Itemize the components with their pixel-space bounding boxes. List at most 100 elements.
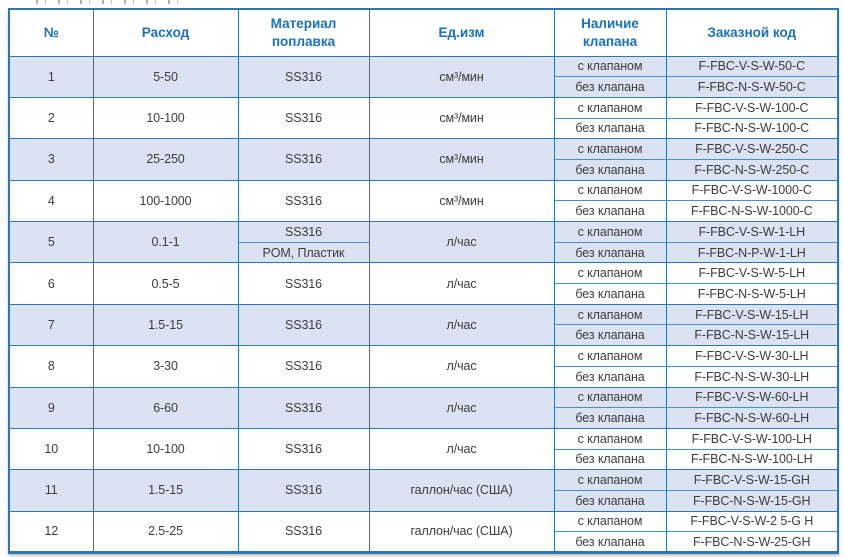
valve-with-cell: с клапаном (553, 510, 667, 533)
order-code-cell: F-FBC-N-S-W-5-LH (665, 283, 839, 305)
table-row-with-valve: 2 10-100 SS316 см³/мин с клапаном F-FBC-V-S-W… (8, 96, 839, 140)
order-code-cell: F-FBC-N-S-W-1000-C (665, 200, 839, 222)
float-material-cell: SS316 (237, 179, 370, 223)
unit-cell: см³/мин (368, 138, 555, 181)
valve-without-cell: без клапана (553, 448, 667, 471)
table-row-with-valve: 10 10-100 SS316 л/час с клапаном F-FBC-V-S-W-… (8, 427, 839, 471)
unit-cell: л/час (368, 262, 555, 305)
row-number-cell: 4 (8, 179, 94, 223)
flowmeter-order-code-table: № Расход Материал поплавка Ед.изм Наличи… (8, 8, 839, 554)
valve-without-cell: без клапана (553, 531, 667, 553)
valve-without-cell: без клапана (553, 407, 667, 429)
order-code-cell: F-FBC-V-S-W-100-C (665, 96, 839, 119)
row-number-cell: 10 (8, 427, 94, 471)
valve-with-cell: с клапаном (553, 386, 667, 409)
order-code-cell: F-FBC-V-S-W-1-LH (665, 221, 839, 243)
table-row-with-valve: 4 100-1000 SS316 см³/мин с клапаном F-FBC-V-S… (8, 179, 839, 223)
order-code-cell: F-FBC-N-S-W-100-C (665, 117, 839, 140)
order-code-cell: F-FBC-N-S-W-60-LH (665, 407, 839, 429)
float-material-cell: SS316 (237, 303, 370, 347)
order-code-cell: F-FBC-V-S-W-60-LH (665, 386, 839, 409)
float-material-cell: SS316 (237, 386, 370, 429)
flow-range-cell: 10-100 (92, 427, 239, 471)
float-material-cell: SS316 (237, 345, 370, 388)
table-row-with-valve: 1 5-50 SS316 см³/мин с клапаном F-FBC-V-S-W-5… (8, 55, 839, 98)
valve-without-cell: без клапана (553, 324, 667, 347)
float-material-cell: POM, Пластик (237, 241, 370, 264)
valve-with-cell: с клапаном (553, 221, 667, 243)
flow-range-cell: 25-250 (92, 138, 239, 181)
table-row-without-valve: без клапана F-FBC-N-S-W-100-C (9, 117, 839, 140)
order-code-cell: F-FBC-N-S-W-15-GH (665, 489, 839, 512)
table-row-with-valve: 6 0.5-5 SS316 л/час с клапаном F-FBC-V-S-W-5-… (8, 262, 839, 305)
float-material-cell: SS316 (237, 96, 370, 140)
valve-without-cell: без клапана (553, 158, 667, 181)
table-row-with-valve: 5 0.1-1 SS316 л/час с клапаном F-FBC-V-S-W-1-… (8, 220, 839, 264)
valve-without-cell: без клапана (553, 365, 667, 388)
row-number-cell: 3 (8, 138, 94, 181)
valve-with-cell: с клапаном (553, 138, 667, 160)
row-number-cell: 2 (8, 96, 94, 140)
col-header-flow: Расход (92, 8, 239, 57)
valve-with-cell: с клапаном (553, 179, 667, 202)
col-header-order-code: Заказной код (665, 8, 839, 57)
table-row-without-valve: без клапана F-FBC-N-S-W-50-C (9, 76, 839, 98)
unit-cell: см³/мин (368, 96, 555, 140)
table-row-with-valve: 11 1.5-15 SS316 галлон/час (США) с клапаном F… (8, 469, 839, 512)
row-number-cell: 9 (8, 386, 94, 429)
table-row-without-valve: без клапана F-FBC-N-S-W-60-LH (9, 407, 839, 429)
valve-with-cell: с клапаном (553, 469, 667, 491)
table-row-with-valve: 9 6-60 SS316 л/час с клапаном F-FBC-V-S-W-60-… (8, 386, 839, 429)
order-code-cell: F-FBC-N-S-W-50-C (665, 76, 839, 98)
col-header-unit: Ед.изм (368, 8, 555, 57)
unit-cell: л/час (368, 427, 555, 471)
flow-range-cell: 0.5-5 (92, 262, 239, 305)
valve-with-cell: с клапаном (553, 262, 667, 285)
order-code-cell: F-FBC-V-S-W-1000-C (665, 179, 839, 202)
flow-range-cell: 1.5-15 (92, 303, 239, 347)
unit-cell: л/час (368, 220, 555, 264)
col-header-float-material: Материал поплавка (237, 8, 370, 57)
flow-range-cell: 100-1000 (92, 179, 239, 223)
valve-with-cell: с клапаном (553, 96, 667, 119)
table-row-without-valve: без клапана F-FBC-N-S-W-250-C (9, 158, 839, 181)
unit-cell: л/час (368, 303, 555, 347)
flow-range-cell: 3-30 (92, 345, 239, 388)
header-row: № Расход Материал поплавка Ед.изм Наличи… (8, 8, 839, 57)
valve-with-cell: с клапаном (553, 345, 667, 367)
row-number-cell: 5 (8, 220, 94, 264)
valve-without-cell: без клапана (553, 489, 667, 512)
order-code-cell: F-FBC-V-S-W-15-GH (665, 469, 839, 491)
order-code-cell: F-FBC-N-P-W-1-LH (665, 241, 839, 264)
order-code-cell: F-FBC-V-S-W-2 5-G H (665, 510, 839, 533)
flow-range-cell: 1.5-15 (92, 469, 239, 512)
valve-with-cell: с клапаном (553, 303, 667, 326)
order-code-cell: F-FBC-N-S-W-15-LH (665, 324, 839, 347)
float-material-cell: SS316 (237, 221, 370, 243)
float-material-cell: SS316 (237, 55, 370, 98)
unit-cell: л/час (368, 345, 555, 388)
row-number-cell: 7 (8, 303, 94, 347)
valve-without-cell: без клапана (553, 76, 667, 98)
col-header-number: № (8, 8, 94, 57)
unit-cell: см³/мин (368, 55, 555, 98)
valve-without-cell: без клапана (553, 241, 667, 264)
row-number-cell: 6 (8, 262, 94, 305)
table-row-without-valve: POM, Пластик без клапана F-FBC-N-P-W-1-LH (9, 241, 839, 264)
valve-without-cell: без клапана (553, 117, 667, 140)
order-code-cell: F-FBC-V-S-W-5-LH (665, 262, 839, 285)
unit-cell: л/час (368, 386, 555, 429)
row-number-cell: 8 (8, 345, 94, 388)
flow-range-cell: 6-60 (92, 386, 239, 429)
table-row-with-valve: 3 25-250 SS316 см³/мин с клапаном F-FBC-V-S-W… (8, 138, 839, 181)
order-code-cell: F-FBC-N-S-W-30-LH (665, 365, 839, 388)
flow-range-cell: 2.5-25 (92, 510, 239, 554)
order-code-cell: F-FBC-V-S-W-30-LH (665, 345, 839, 367)
row-number-cell: 1 (8, 55, 94, 98)
row-number-cell: 11 (8, 469, 94, 512)
valve-without-cell: без клапана (553, 200, 667, 222)
row-number-cell: 12 (8, 510, 94, 554)
table-row-without-valve: без клапана F-FBC-N-S-W-25-GH (9, 531, 839, 553)
unit-cell: галлон/час (США) (368, 510, 555, 554)
float-material-cell: SS316 (237, 427, 370, 471)
